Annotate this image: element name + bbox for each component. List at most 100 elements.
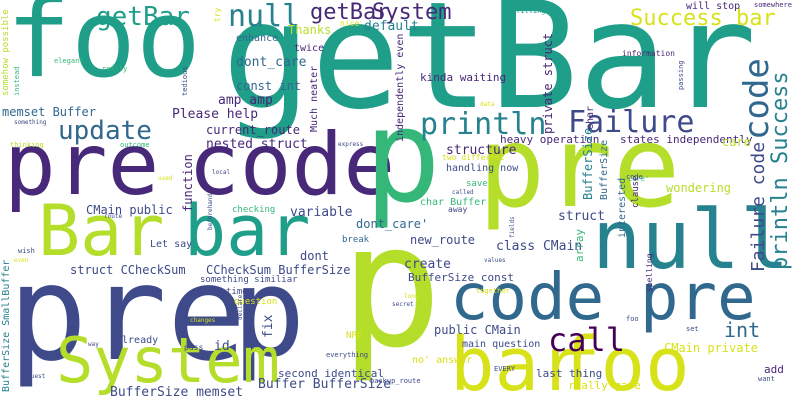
cloud-word: nice bbox=[340, 19, 360, 28]
cloud-word: called bbox=[452, 189, 474, 196]
cloud-word: BufferSize SmallBuffer bbox=[1, 259, 12, 392]
cloud-word: interested bbox=[617, 177, 628, 238]
cloud-word: try bbox=[213, 7, 222, 22]
cloud-word: handling now bbox=[446, 163, 519, 174]
cloud-word: memset Buffer bbox=[2, 105, 96, 119]
cloud-word: foo bbox=[626, 315, 639, 323]
cloud-word: backup_route bbox=[370, 377, 421, 385]
cloud-word: heavy operation bbox=[500, 133, 600, 146]
cloud-word: nested struct bbox=[206, 137, 308, 152]
cloud-word: code bbox=[626, 173, 643, 181]
cloud-word: route bbox=[104, 213, 123, 220]
cloud-word: wondering bbox=[666, 181, 732, 195]
cloud-word: fix bbox=[261, 314, 276, 338]
cloud-word: information bbox=[622, 49, 675, 58]
cloud-word: fields bbox=[509, 216, 516, 238]
cloud-word: save bbox=[466, 179, 488, 189]
cloud-word: println bbox=[420, 107, 547, 142]
cloud-word: struct bbox=[558, 209, 605, 224]
cloud-word: data bbox=[480, 101, 495, 108]
cloud-word: CMain public bbox=[86, 203, 173, 217]
cloud-word: pre bbox=[8, 237, 247, 391]
cloud-word: int bbox=[724, 318, 761, 342]
cloud-word: current_route bbox=[206, 123, 300, 137]
cloud-word: class CMain bbox=[496, 239, 583, 254]
cloud-word: last thing bbox=[536, 367, 603, 380]
cloud-word: instead bbox=[13, 66, 21, 96]
cloud-word: enhance bbox=[236, 33, 279, 44]
cloud-word: declare bbox=[237, 294, 244, 320]
cloud-word: second identical bbox=[278, 367, 384, 380]
cloud-word: really gave bbox=[568, 379, 641, 392]
cloud-word: will stop bbox=[686, 1, 741, 12]
cloud-word: no' answer bbox=[412, 355, 473, 366]
cloud-word: call bbox=[548, 321, 626, 359]
cloud-word: secret bbox=[392, 301, 414, 308]
cloud-word: CCheckSum BufferSize bbox=[206, 263, 351, 277]
cloud-word: two different bbox=[442, 153, 505, 162]
cloud-word: request bbox=[20, 373, 46, 380]
cloud-word: somehow possible bbox=[1, 9, 11, 96]
cloud-word: NPE bbox=[346, 331, 363, 341]
cloud-word: elegant bbox=[54, 57, 84, 65]
cloud-word: time bbox=[226, 287, 248, 297]
cloud-word: BufferSize memset bbox=[110, 385, 244, 400]
cloud-word: structure bbox=[446, 143, 517, 158]
cloud-word: Buffer BufferSize bbox=[258, 377, 392, 392]
cloud-word: something similiar bbox=[200, 275, 298, 285]
cloud-word: private struct bbox=[541, 32, 555, 134]
cloud-word: pre bbox=[4, 115, 160, 215]
cloud-word: twice bbox=[294, 43, 325, 54]
cloud-word: set bbox=[686, 325, 699, 333]
cloud-word: something bbox=[14, 119, 47, 126]
cloud-word: array bbox=[573, 228, 586, 262]
cloud-word: getBar bbox=[222, 0, 757, 142]
cloud-word: code bbox=[188, 115, 396, 215]
cloud-word: bar bbox=[450, 322, 584, 400]
cloud-word: null bbox=[228, 0, 301, 34]
cloud-word: really bbox=[102, 65, 128, 73]
cloud-word: dont bbox=[300, 249, 329, 263]
cloud-word: question bbox=[234, 297, 278, 307]
cloud-word: create bbox=[404, 257, 451, 272]
cloud-word: kinda waiting bbox=[420, 71, 507, 84]
cloud-word: care' bbox=[628, 175, 650, 183]
cloud-word: long bbox=[404, 293, 419, 300]
cloud-word: getBar bbox=[96, 2, 190, 32]
cloud-word: passing bbox=[677, 60, 685, 90]
cloud-word: spelling bbox=[645, 253, 654, 292]
cloud-word: Much neater bbox=[309, 65, 320, 132]
cloud-word: used bbox=[158, 175, 173, 182]
cloud-word: Please help bbox=[172, 107, 259, 122]
cloud-word: main question bbox=[462, 339, 541, 350]
cloud-word: public CMain bbox=[434, 323, 521, 337]
cloud-word: local bbox=[212, 169, 231, 176]
cloud-word: id bbox=[214, 339, 230, 354]
cloud-word: function bbox=[181, 154, 195, 212]
cloud-word: CMain private bbox=[664, 341, 758, 355]
cloud-word: break bbox=[342, 235, 370, 245]
cloud-word: wish bbox=[18, 247, 35, 255]
cloud-word: everything bbox=[326, 351, 369, 359]
cloud-word: pass bbox=[184, 343, 204, 352]
cloud-word: tedious bbox=[181, 66, 189, 96]
cloud-word: null bbox=[592, 193, 790, 288]
cloud-word: Failure bbox=[568, 105, 695, 140]
cloud-word: foo bbox=[6, 0, 202, 102]
cloud-word: way bbox=[88, 341, 99, 348]
cloud-word: p bbox=[340, 188, 443, 386]
cloud-word: changes bbox=[190, 317, 216, 324]
cloud-word: EVERY bbox=[494, 365, 516, 373]
cloud-word: Failure code bbox=[748, 141, 769, 272]
cloud-word: filling bbox=[516, 7, 546, 15]
cloud-word: System bbox=[56, 324, 280, 397]
cloud-word: add bbox=[764, 363, 784, 376]
cloud-word: values bbox=[484, 257, 506, 264]
cloud-word: BufferSize const bbox=[408, 271, 514, 284]
cloud-word: pre bbox=[478, 103, 681, 233]
cloud-word: checking bbox=[232, 205, 276, 215]
cloud-word: struct CCheckSum bbox=[70, 263, 186, 277]
cloud-word: char bbox=[585, 105, 596, 130]
cloud-word: foo bbox=[556, 322, 690, 400]
